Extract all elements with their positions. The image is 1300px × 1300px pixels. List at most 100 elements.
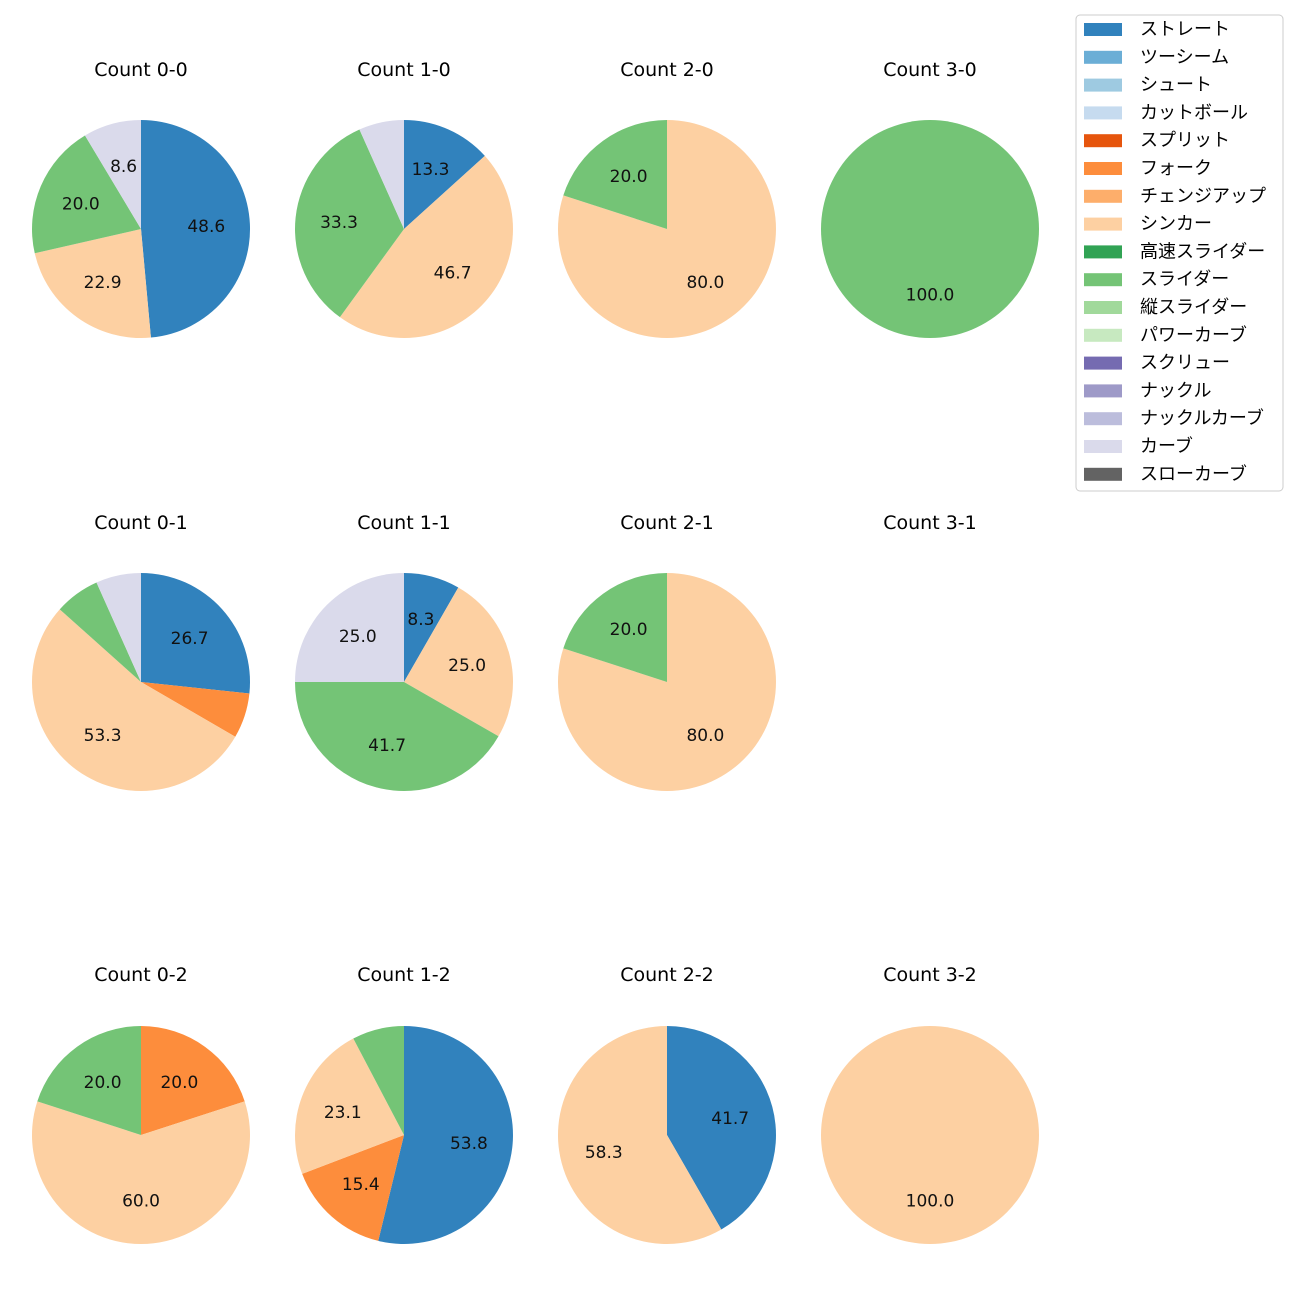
- legend-swatch: [1084, 134, 1122, 148]
- legend-swatch: [1084, 273, 1122, 287]
- pie-slice: [557, 120, 776, 338]
- legend-swatch: [1084, 78, 1122, 92]
- legend-label: スプリット: [1140, 130, 1230, 151]
- pie-slice: [31, 609, 236, 792]
- pie-slice: [295, 682, 499, 791]
- legend: ストレートツーシームシュートカットボールスプリットフォークチェンジアップシンカー…: [1075, 14, 1284, 492]
- pie-title: Count 2-0: [620, 59, 714, 81]
- pie-charts: Count 0-0 48.6 22.9 20.0 8.6 Count 1-0 13.3 46.…: [31, 59, 1039, 1244]
- slice-label: 8.6: [110, 157, 137, 177]
- pie-slice: [141, 120, 251, 338]
- pie-chart: Count 2-1 80.0 20.0: [557, 512, 776, 791]
- slice-label: 20.0: [610, 167, 648, 187]
- slice-label: 46.7: [434, 264, 472, 284]
- pie-chart: Count 1-2 53.8 15.4 23.1: [295, 964, 513, 1244]
- pie-title: Count 3-1: [883, 512, 977, 534]
- slice-label: 23.1: [324, 1103, 362, 1123]
- slice-label: 58.3: [585, 1143, 623, 1163]
- slice-label: 100.0: [906, 285, 955, 305]
- pie-title: Count 1-0: [357, 59, 451, 81]
- pie-slice: [404, 573, 459, 682]
- slice-label: 33.3: [320, 213, 358, 233]
- slice-label: 100.0: [906, 1191, 955, 1211]
- pie-slice: [404, 587, 513, 737]
- legend-label: 高速スライダー: [1140, 241, 1265, 262]
- pie-slice: [557, 1026, 722, 1244]
- pie-slice: [295, 129, 404, 318]
- slice-label: 60.0: [122, 1191, 160, 1211]
- pie-slice: [141, 573, 251, 694]
- slice-label: 25.0: [448, 656, 486, 676]
- pie-slice: [353, 1026, 404, 1135]
- legend-swatch: [1084, 384, 1122, 398]
- slice-label: 13.3: [412, 160, 450, 180]
- slice-label: 22.9: [84, 273, 122, 293]
- pie-chart: Count 3-2 100.0: [821, 964, 1039, 1244]
- legend-label: 縦スライダー: [1140, 297, 1247, 318]
- legend-label: スローカーブ: [1140, 463, 1247, 485]
- slice-label: 20.0: [610, 620, 648, 640]
- pie-chart: Count 0-1 26.7 53.3: [31, 512, 251, 792]
- pie-slice: [84, 120, 141, 229]
- pie-title: Count 1-2: [357, 964, 451, 986]
- pie-chart: Count 3-0 100.0: [821, 59, 1039, 338]
- legend-label: ナックル: [1140, 380, 1211, 401]
- legend-label: ナックルカーブ: [1140, 407, 1264, 429]
- pie-chart: Count 3-1: [883, 512, 977, 534]
- pie-slice: [378, 1026, 513, 1244]
- legend-label: スライダー: [1140, 269, 1229, 290]
- legend-swatch: [1084, 106, 1122, 120]
- pie-title: Count 3-2: [883, 964, 977, 986]
- legend-label: ストレート: [1140, 19, 1230, 40]
- legend-label: カットボール: [1140, 102, 1248, 123]
- pie-slice: [295, 573, 404, 682]
- pie-slice: [557, 573, 776, 791]
- slice-label: 8.3: [407, 610, 434, 630]
- pie-title: Count 0-0: [94, 59, 188, 81]
- pie-slice: [31, 1101, 250, 1244]
- legend-label: パワーカーブ: [1140, 324, 1247, 346]
- legend-swatch: [1084, 162, 1122, 175]
- pie-slice: [563, 120, 667, 229]
- pie-chart: Count 1-0 13.3 46.7 33.3: [295, 59, 513, 338]
- legend-items: ストレートツーシームシュートカットボールスプリットフォークチェンジアップシンカー…: [1084, 19, 1266, 485]
- legend-swatch: [1084, 189, 1122, 203]
- pie-title: Count 1-1: [357, 512, 451, 534]
- slice-label: 80.0: [686, 273, 724, 293]
- pie-slice: [667, 1026, 776, 1230]
- pie-chart: Count 0-0 48.6 22.9 20.0 8.6: [31, 59, 251, 339]
- slice-label: 48.6: [187, 217, 225, 237]
- slice-label: 15.4: [342, 1175, 380, 1195]
- legend-swatch: [1084, 245, 1122, 259]
- pie-chart: Count 2-2 41.7 58.3: [557, 964, 776, 1244]
- pie-slice: [302, 1135, 404, 1241]
- slice-label: 25.0: [339, 627, 377, 647]
- pie-slice: [404, 120, 485, 229]
- pie-slice: [34, 229, 151, 339]
- pie-slice: [821, 1026, 1039, 1244]
- legend-label: カーブ: [1140, 435, 1193, 457]
- pie-title: Count 3-0: [883, 59, 977, 81]
- legend-label: シンカー: [1140, 214, 1212, 235]
- pie-slice: [141, 1026, 245, 1135]
- legend-swatch: [1084, 440, 1122, 453]
- slice-label: 53.3: [84, 726, 122, 746]
- pie-slice: [359, 120, 404, 229]
- slice-label: 20.0: [84, 1073, 122, 1093]
- pie-slice: [96, 573, 141, 682]
- pie-slice: [339, 155, 513, 338]
- pie-slice: [141, 682, 250, 737]
- legend-frame: [1075, 14, 1284, 492]
- slice-label: 53.8: [450, 1134, 488, 1154]
- legend-swatch: [1084, 467, 1122, 481]
- legend-label: ツーシーム: [1140, 47, 1229, 68]
- pie-title: Count 0-2: [94, 964, 188, 986]
- slice-label: 20.0: [160, 1073, 198, 1093]
- pie-chart: Count 2-0 80.0 20.0: [557, 59, 776, 338]
- pie-slice: [295, 1038, 404, 1174]
- slice-label: 80.0: [686, 726, 724, 746]
- legend-swatch: [1084, 217, 1122, 231]
- legend-label: チェンジアップ: [1140, 186, 1266, 207]
- pie-title: Count 2-1: [620, 512, 714, 534]
